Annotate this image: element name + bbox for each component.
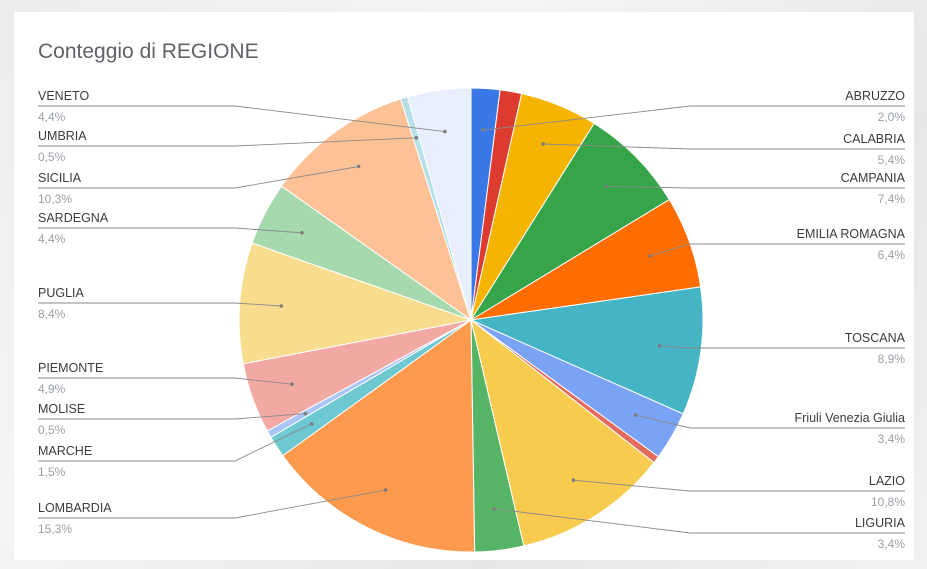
leader-line [38,423,312,462]
slice-percentage: 3,4% [878,537,906,551]
leader-line [494,508,905,534]
pie-slice-veneto[interactable] [406,87,472,321]
slice-label: SARDEGNA [38,211,109,225]
chart-title: Conteggio di REGIONE [38,40,259,63]
leader-line [38,105,445,133]
pie-slice-campania[interactable] [470,122,671,321]
slice-label: VENETO [38,89,89,103]
slice-percentage: 15,3% [38,522,72,536]
slice-percentage: 2,0% [878,110,906,124]
slice-percentage: 4,9% [38,382,66,396]
slice-label: MARCHE [38,444,92,458]
slice-percentage: 8,4% [38,307,66,321]
slice-percentage: 10,8% [871,495,905,509]
leader-dot [303,411,308,416]
pie-slice-lombardia[interactable] [282,319,476,553]
leader-line [606,185,905,189]
slice-labels: ABRUZZO 2,0% CALABRIA 5,4% CAMPANIA 7,4% EMILI… [38,89,906,551]
leader-line [573,479,905,492]
slice-label: PIEMONTE [38,361,103,375]
leader-line [38,302,282,307]
slice-label: CALABRIA [843,132,905,146]
slice-percentage: 8,9% [878,352,906,366]
slice-percentage: 7,4% [878,192,906,206]
leader-line [38,413,306,420]
slice-label: EMILIA ROMAGNA [797,227,906,241]
leader-line [38,377,292,385]
slice-percentage: 0,5% [38,423,66,437]
pie-slice-toscana[interactable] [469,286,704,415]
slice-label: UMBRIA [38,129,87,143]
slice-percentage: 0,5% [38,150,66,164]
leader-dot [300,231,304,235]
leader-dot [290,382,294,387]
slice-label: Friuli Venezia Giulia [795,411,906,425]
leader-line [543,143,905,150]
slice-label: SICILIA [38,171,82,185]
slice-percentage: 4,4% [38,232,66,246]
slice-percentage: 5,4% [878,153,906,167]
leader-line [38,227,302,234]
leader-dot [356,164,361,169]
slice-label: PUGLIA [38,286,85,300]
slice-percentage: 6,4% [878,248,906,262]
slice-label: ABRUZZO [845,89,905,103]
pie-slices [238,87,704,553]
leader-lines [38,105,905,534]
leader-line [659,345,905,349]
leader-line [38,489,386,519]
slice-percentage: 3,4% [878,432,906,446]
leader-line [482,105,905,131]
slice-percentage: 1,5% [38,465,66,479]
slice-label: LIGURIA [855,516,906,530]
leader-dot [383,488,388,492]
pie-slice-lazio[interactable] [470,318,655,547]
leader-dot [309,422,314,426]
slice-label: LAZIO [869,474,905,488]
slice-label: LOMBARDIA [38,501,112,515]
leader-line [635,414,905,429]
slice-label: TOSCANA [845,331,906,345]
slice-label: MOLISE [38,402,85,416]
slice-percentage: 10,3% [38,192,72,206]
leader-line [649,243,905,257]
slice-label: CAMPANIA [841,171,906,185]
slice-percentage: 4,4% [38,110,66,124]
leader-line [38,166,359,189]
leader-line [38,137,417,147]
